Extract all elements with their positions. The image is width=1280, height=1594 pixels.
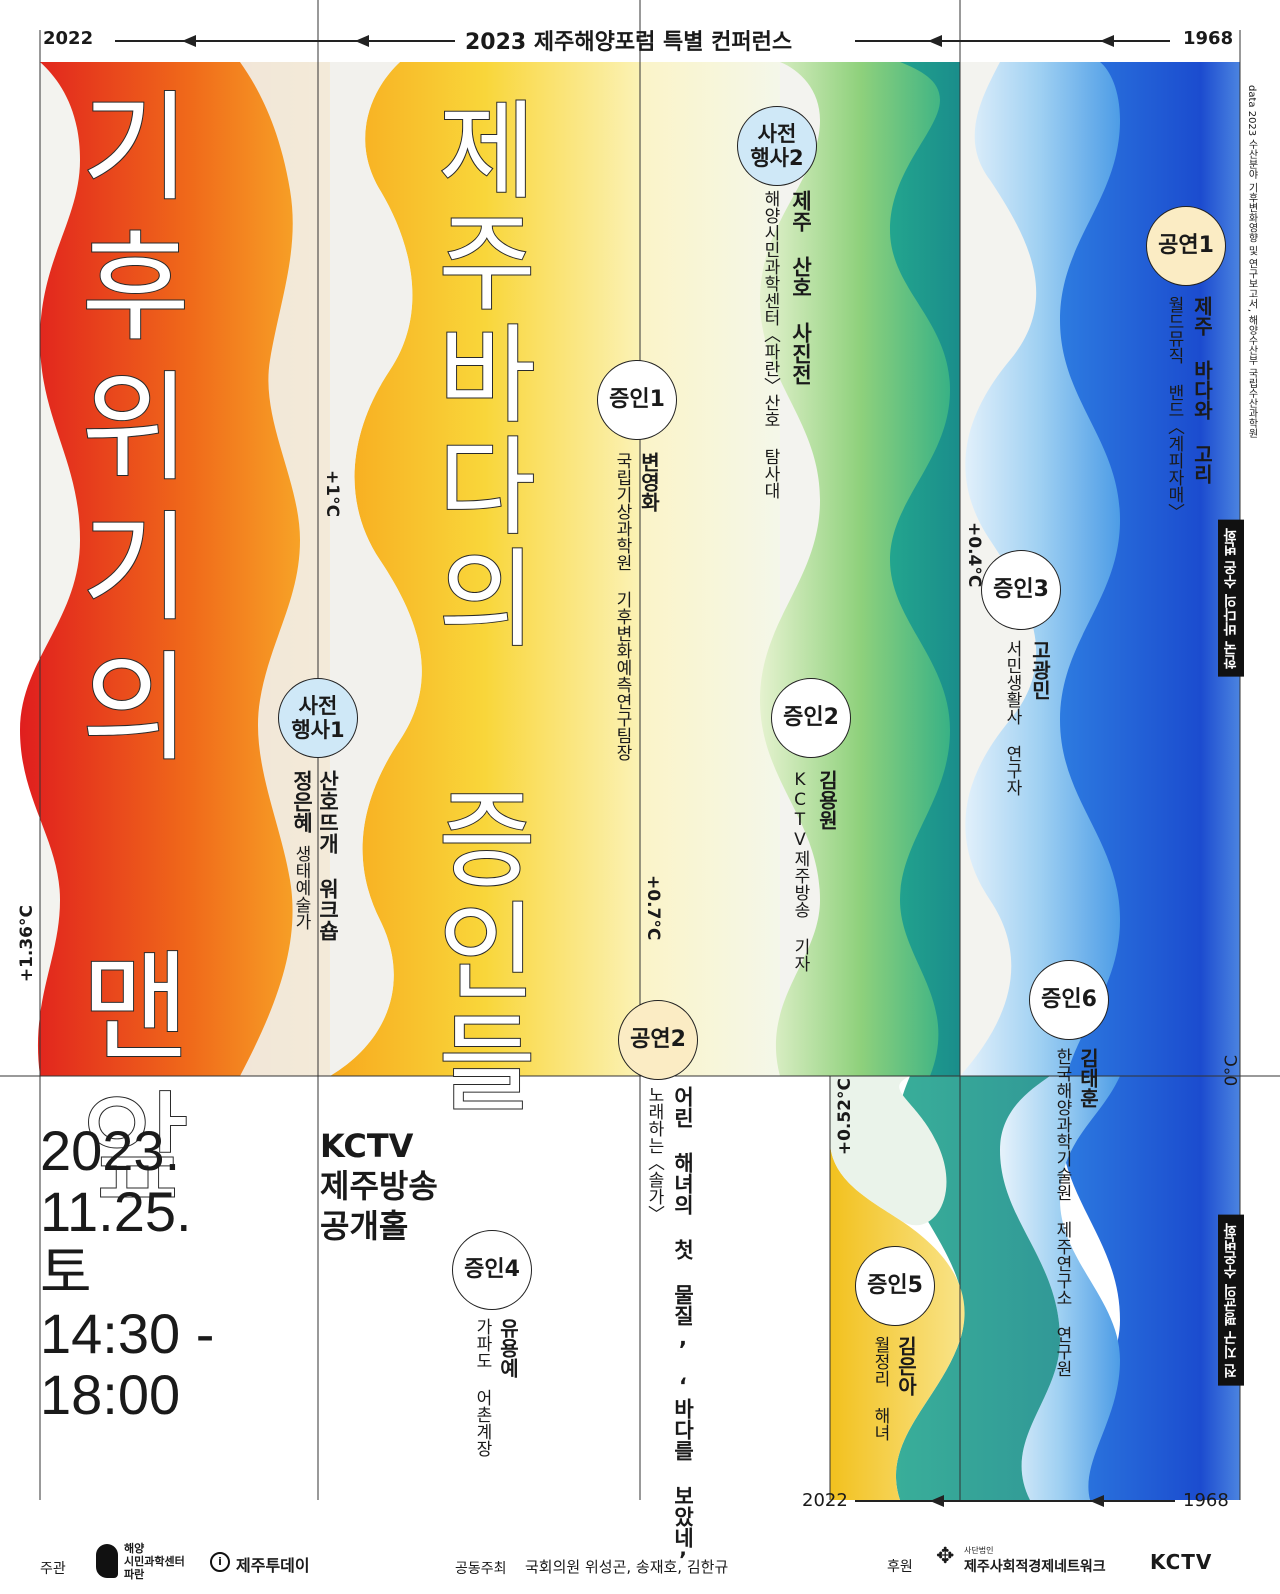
footer-host2: 제주투데이 xyxy=(236,1556,310,1575)
jejutoday-logo-icon: i xyxy=(210,1552,230,1572)
footer-sponsor1: 제주사회적경제네트워크 xyxy=(964,1559,1106,1575)
footer-host-label: 주관 xyxy=(40,1561,66,1577)
witness-6-person: 김태훈 xyxy=(1076,1048,1100,1108)
footer-sponsor1-small: 사단법인 xyxy=(964,1546,994,1555)
main-title-line2: 제주바다의 증인들 xyxy=(415,94,540,1121)
badge-witness-5: 증인5 xyxy=(855,1246,935,1326)
witness-6-role: 한국해양과학기술원 제주연구소 연구원 xyxy=(1052,1048,1072,1377)
data-source-note: data 2023 수산분야 기후변화영향 및 연구보고서, 해양수산부 국립수… xyxy=(1246,85,1257,439)
badge-witness-2: 증인2 xyxy=(771,678,851,758)
bottom-year-left: 2022 xyxy=(802,1490,848,1511)
footer-cohost-label: 공동주최 xyxy=(455,1561,507,1577)
pre-event-1-title: 산호뜨개 워크숍 xyxy=(316,770,340,941)
parang-logo-icon xyxy=(96,1544,118,1578)
witness-2-role: KCTV제주방송 기자 xyxy=(790,770,810,972)
badge-korea-sea-temp: 한국 바다의 수온 변화 xyxy=(1218,520,1244,677)
header-title: 2023 제주해양포럼 특별 컨퍼런스 xyxy=(465,30,793,55)
witness-3-role: 서민생활사 연구자 xyxy=(1002,640,1022,796)
badge-performance-1: 공연1 xyxy=(1146,206,1226,286)
temp-label-052: +0.52°C xyxy=(835,1078,855,1156)
pre-event-2-role: 해양시민과학센터〈파란〉산호 탐사대 xyxy=(760,190,780,499)
footer-sponsor-label: 후원 xyxy=(887,1559,913,1575)
temp-label-1: +1°C xyxy=(322,470,342,518)
kctv-logo: KCTV xyxy=(1150,1550,1213,1574)
date-line-1: 2023. xyxy=(40,1119,181,1182)
header-year-left: 2022 xyxy=(43,28,94,49)
pre-event-1-role: 생태예술가 xyxy=(291,845,311,930)
badge-global-temp: 전 지구 평균의 수온변화 xyxy=(1218,1215,1244,1386)
witness-3-person: 고광민 xyxy=(1028,640,1052,700)
temp-label-07: +0.7°C xyxy=(643,875,663,941)
footer-cohost: 국회의원 위성곤, 송재호, 김한규 xyxy=(525,1558,729,1576)
performance-2-title: 어린 해녀의 첫 물질, ‘바다를 보았네’ xyxy=(671,1086,695,1572)
date-line-2: 11.25. xyxy=(40,1180,192,1243)
temp-label-136: +1.36°C xyxy=(17,905,37,983)
performance-1-title: 제주 바다와 고리 xyxy=(1190,296,1214,484)
footer-host1-line1: 해양 xyxy=(124,1542,145,1555)
performance-1-role: 월드뮤직 밴드〈계피자매〉 xyxy=(1164,296,1184,520)
venue-line-2: 제주방송 xyxy=(320,1167,438,1205)
performance-2-role: 노래하는〈솔가〉 xyxy=(644,1086,664,1222)
witness-4-role: 가파도 어촌계장 xyxy=(472,1318,492,1457)
time-line-1: 14:30 - xyxy=(40,1302,215,1365)
temp-label-04: +0.4°C xyxy=(964,522,984,588)
footer-host1-line2: 시민과학센터 xyxy=(124,1555,185,1568)
witness-4-person: 유용예 xyxy=(496,1318,520,1378)
witness-5-role: 월정리 해녀 xyxy=(870,1336,890,1441)
date-line-3: 토 xyxy=(40,1241,92,1304)
witness-1-person: 변영화 xyxy=(637,452,661,512)
badge-witness-6: 증인6 xyxy=(1029,960,1109,1040)
time-line-2: 18:00 xyxy=(40,1363,181,1426)
pre-event-2-title: 제주 산호 사진전 xyxy=(789,190,813,385)
bottom-year-right: 1968 xyxy=(1183,1490,1229,1511)
badge-pre-event-2: 사전 행사2 xyxy=(737,106,817,186)
badge-witness-1: 증인1 xyxy=(597,360,677,440)
footer-host1: 해양 시민과학센터 파란 xyxy=(124,1542,185,1581)
pre-event-1-person: 정은혜 xyxy=(290,770,314,833)
jsen-logo-icon: ✥ xyxy=(936,1544,955,1569)
event-date-time: 2023. 11.25. 토 14:30 - 18:00 xyxy=(40,1120,214,1425)
main-title-line1: 기후위기의 맨앞 xyxy=(55,84,195,1226)
badge-witness-4: 증인4 xyxy=(452,1230,532,1310)
witness-1-role: 국립기상과학원 기후변화예측연구팀장 xyxy=(612,452,632,761)
badge-witness-3: 증인3 xyxy=(981,550,1061,630)
venue-line-3: 공개홀 xyxy=(320,1207,409,1245)
badge-pre-event-1: 사전 행사1 xyxy=(278,678,358,758)
witness-2-person: 김용원 xyxy=(815,770,839,830)
witness-5-person: 김은아 xyxy=(894,1336,918,1396)
badge-performance-2: 공연2 xyxy=(618,1000,698,1080)
venue: KCTV 제주방송 공개홀 xyxy=(320,1126,438,1246)
venue-line-1: KCTV xyxy=(320,1127,414,1165)
temp-label-0: 0°C xyxy=(1222,1055,1242,1087)
footer-host1-line3: 파란 xyxy=(124,1568,145,1581)
header-year-right: 1968 xyxy=(1183,28,1234,49)
